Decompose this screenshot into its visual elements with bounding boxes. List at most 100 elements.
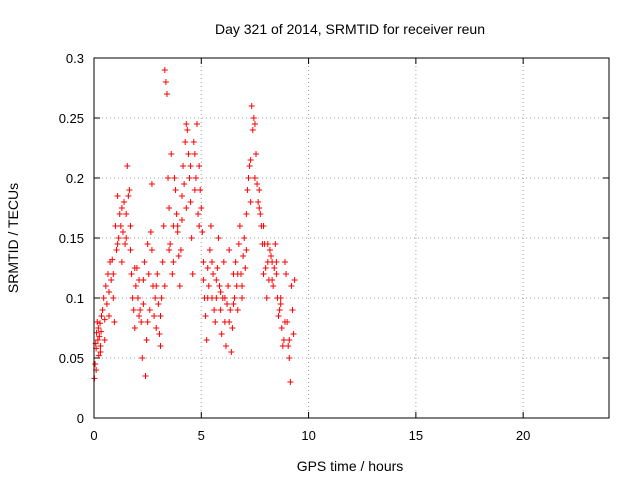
data-point	[148, 247, 155, 253]
data-point	[167, 241, 174, 247]
data-point	[253, 151, 260, 157]
data-point	[160, 223, 167, 229]
data-point	[243, 211, 250, 217]
data-point	[184, 127, 191, 133]
data-point	[273, 271, 280, 277]
data-point	[181, 181, 188, 187]
data-point	[145, 271, 152, 277]
data-point	[132, 283, 139, 289]
data-point	[217, 307, 224, 313]
data-point	[249, 127, 256, 133]
data-point	[146, 307, 153, 313]
data-point	[119, 229, 126, 235]
data-point	[121, 199, 128, 205]
data-point	[224, 301, 231, 307]
data-point	[187, 199, 194, 205]
data-point	[226, 247, 233, 253]
data-point	[178, 217, 185, 223]
data-point	[286, 337, 293, 343]
data-point	[97, 349, 104, 355]
data-point	[137, 307, 144, 313]
data-point	[285, 343, 292, 349]
data-point	[144, 241, 151, 247]
data-point	[151, 313, 158, 319]
data-point	[276, 307, 283, 313]
axis-ticks: 0 0.05 0.1 0.15 0.2 0.25 0.3 0 5 10 15 20	[59, 51, 609, 443]
data-point	[174, 223, 181, 229]
data-point	[196, 223, 203, 229]
data-point	[218, 331, 225, 337]
data-point	[109, 256, 116, 263]
data-point	[278, 325, 285, 331]
data-point	[291, 277, 298, 283]
data-point	[168, 151, 175, 157]
data-point	[157, 343, 164, 349]
data-point	[286, 355, 293, 361]
data-point	[123, 235, 130, 241]
data-point	[269, 277, 276, 283]
data-point	[198, 205, 205, 211]
y-tick-label: 0.2	[66, 171, 84, 186]
data-point	[199, 229, 206, 235]
data-point	[147, 229, 154, 235]
data-point	[127, 223, 134, 229]
data-point	[290, 331, 297, 337]
data-point	[100, 295, 107, 301]
data-point	[161, 283, 168, 289]
data-point	[153, 283, 160, 289]
data-point	[96, 333, 103, 340]
data-point	[216, 283, 223, 289]
data-point	[177, 247, 184, 253]
data-point	[172, 187, 179, 193]
data-point	[212, 319, 219, 325]
data-point	[123, 211, 130, 217]
data-point	[166, 247, 173, 253]
data-point	[126, 187, 133, 193]
data-point	[144, 319, 151, 325]
data-point	[173, 211, 180, 217]
data-point	[254, 181, 261, 187]
data-point	[143, 337, 150, 343]
data-point	[138, 319, 145, 325]
data-point	[205, 283, 212, 289]
data-point	[211, 307, 218, 313]
data-point	[270, 283, 277, 289]
data-point	[222, 343, 229, 349]
data-point	[116, 211, 123, 217]
data-point	[227, 307, 234, 313]
data-point	[169, 271, 176, 277]
data-point	[264, 241, 271, 247]
data-point	[271, 265, 278, 271]
data-point	[247, 199, 254, 205]
data-point	[234, 271, 241, 277]
data-point	[213, 277, 220, 283]
data-point	[185, 151, 192, 157]
data-point	[122, 241, 129, 247]
data-point	[221, 295, 228, 301]
data-point	[170, 259, 177, 265]
data-point	[114, 241, 121, 247]
data-point	[93, 329, 100, 336]
data-point	[191, 151, 198, 157]
grid-lines	[94, 58, 609, 418]
data-point	[127, 247, 134, 253]
data-point	[103, 301, 110, 307]
data-point	[95, 352, 102, 359]
data-point	[176, 283, 183, 289]
data-point	[277, 301, 284, 307]
data-point	[272, 241, 279, 247]
data-point	[255, 199, 262, 205]
data-point	[159, 259, 166, 265]
data-point	[106, 313, 113, 319]
data-point	[200, 259, 207, 265]
data-point	[155, 301, 162, 307]
y-tick-label: 0.1	[66, 291, 84, 306]
data-point	[111, 319, 118, 325]
y-tick-label: 0	[77, 411, 84, 426]
data-point	[190, 139, 197, 145]
data-point	[232, 259, 239, 265]
data-point	[157, 313, 164, 319]
data-point	[174, 229, 181, 235]
data-point	[246, 163, 253, 169]
